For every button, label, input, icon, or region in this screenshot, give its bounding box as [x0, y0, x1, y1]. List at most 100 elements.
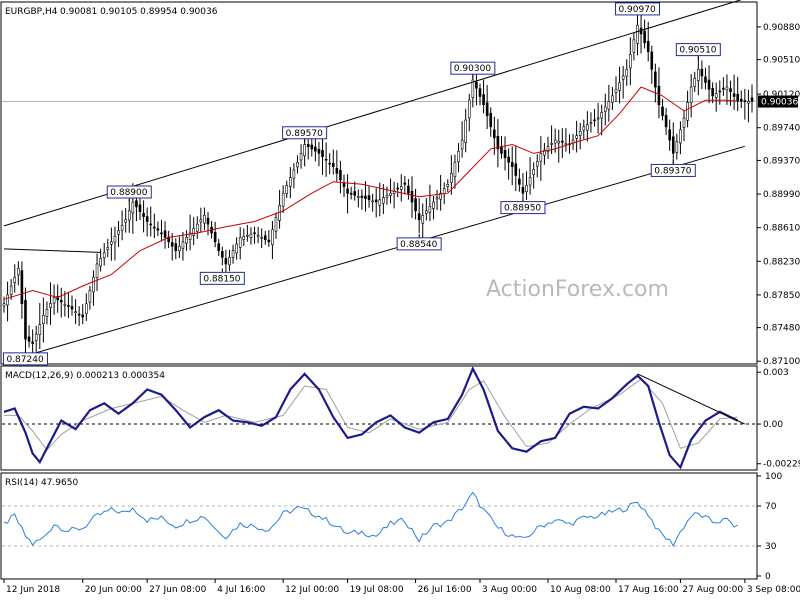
candle-body	[521, 186, 525, 194]
candle-body	[17, 268, 20, 276]
annotation-box	[650, 163, 696, 177]
annotation-label: 0.90970	[618, 5, 655, 15]
price-ytick-label: 0.88230	[763, 257, 800, 267]
candle-body	[704, 76, 707, 83]
candle-body	[235, 243, 238, 254]
candle-body	[364, 195, 367, 200]
price-ytick-label: 0.87100	[763, 357, 800, 367]
candle-body	[607, 101, 611, 110]
candle-body	[442, 188, 446, 194]
x-tick-label: 12 Jul 00:00	[285, 585, 339, 595]
candle-body	[206, 217, 210, 225]
candle-body	[9, 285, 13, 295]
symbol-label: EURGBP,H4	[5, 7, 58, 17]
annotation-label: 0.88950	[504, 204, 541, 214]
annotation-box	[450, 61, 496, 75]
candle-body	[686, 102, 689, 121]
x-tick-label: 3 Sep 08:00	[747, 585, 800, 595]
candle-body	[732, 93, 736, 97]
candle-body	[131, 201, 135, 214]
candle-body	[596, 117, 600, 120]
x-tick-label: 12 Jun 2018	[6, 585, 60, 595]
candle-body	[493, 129, 496, 139]
candle-body	[149, 223, 153, 226]
candle-body	[303, 144, 306, 157]
candle-body	[185, 237, 188, 244]
candle-body	[217, 243, 221, 251]
candle-body	[285, 185, 289, 194]
candle-body	[335, 168, 339, 174]
candle-body	[357, 196, 360, 198]
candle-body	[471, 79, 475, 99]
candle-body	[342, 182, 346, 187]
price-ytick-label: 0.89370	[763, 156, 800, 166]
candle-body	[403, 182, 407, 185]
x-tick-label: 27 Jun 08:00	[149, 585, 206, 595]
candle-body	[63, 303, 67, 306]
candle-body	[120, 224, 124, 231]
candle-body	[95, 263, 99, 279]
candle-body	[636, 24, 639, 44]
rsi-ytick-label: 0	[765, 572, 771, 582]
candle-body	[38, 324, 42, 335]
candle-body	[13, 276, 17, 284]
candle-body	[382, 197, 385, 204]
candle-body	[306, 144, 310, 148]
candle-body	[195, 223, 199, 232]
candle-body	[253, 232, 256, 235]
candle-body	[528, 176, 532, 186]
candle-body	[489, 112, 493, 128]
x-tick-label: 20 Jun 00:00	[85, 585, 142, 595]
candle-body	[27, 336, 31, 342]
candle-body	[349, 192, 353, 195]
price-panel	[0, 1, 758, 365]
candle-body	[507, 156, 510, 163]
candle-body	[722, 87, 725, 90]
candle-body	[503, 150, 507, 159]
current-price-tag	[758, 95, 798, 108]
candle-body	[246, 234, 249, 237]
candle-body	[170, 242, 174, 247]
rsi-ytick-label: 100	[765, 472, 782, 482]
candle-body	[632, 39, 636, 53]
candle-body	[238, 237, 242, 248]
annotation-label: 0.88900	[110, 188, 147, 198]
candle-body	[682, 117, 686, 129]
rsi-ytick-label: 70	[765, 502, 777, 512]
candle-body	[371, 200, 374, 203]
candle-body	[543, 149, 546, 156]
candle-body	[385, 195, 389, 198]
rsi-panel	[0, 472, 758, 580]
x-tick-label: 4 Jul 16:00	[217, 585, 266, 595]
annotation-box	[675, 43, 721, 57]
candle-body	[510, 162, 514, 167]
annotation-box	[106, 185, 152, 199]
candle-body	[124, 219, 127, 223]
candle-body	[614, 88, 618, 93]
candle-body	[417, 213, 421, 221]
ohlc-label: 0.90081 0.90105 0.89954 0.90036	[60, 7, 218, 17]
candle-body	[525, 184, 528, 192]
candle-body	[532, 168, 535, 175]
candle-body	[292, 169, 296, 179]
candle-body	[353, 191, 357, 196]
candle-body	[328, 162, 331, 165]
watermark: ActionForex.com	[486, 277, 669, 302]
candle-body	[106, 247, 110, 250]
candle-body	[267, 239, 271, 243]
annotation-box	[396, 237, 442, 251]
candle-body	[693, 77, 697, 87]
candle-body	[188, 232, 192, 240]
candle-body	[743, 100, 747, 102]
candle-body	[739, 98, 743, 102]
candle-body	[485, 102, 489, 117]
candle-body	[711, 87, 714, 97]
candle-body	[77, 313, 81, 316]
candle-body	[324, 158, 328, 161]
candle-body	[432, 201, 435, 209]
annotation-box	[614, 2, 660, 16]
candle-body	[52, 297, 56, 304]
candle-body	[339, 169, 342, 181]
annotation-label: 0.90510	[679, 46, 716, 56]
annotation-box	[500, 201, 546, 215]
